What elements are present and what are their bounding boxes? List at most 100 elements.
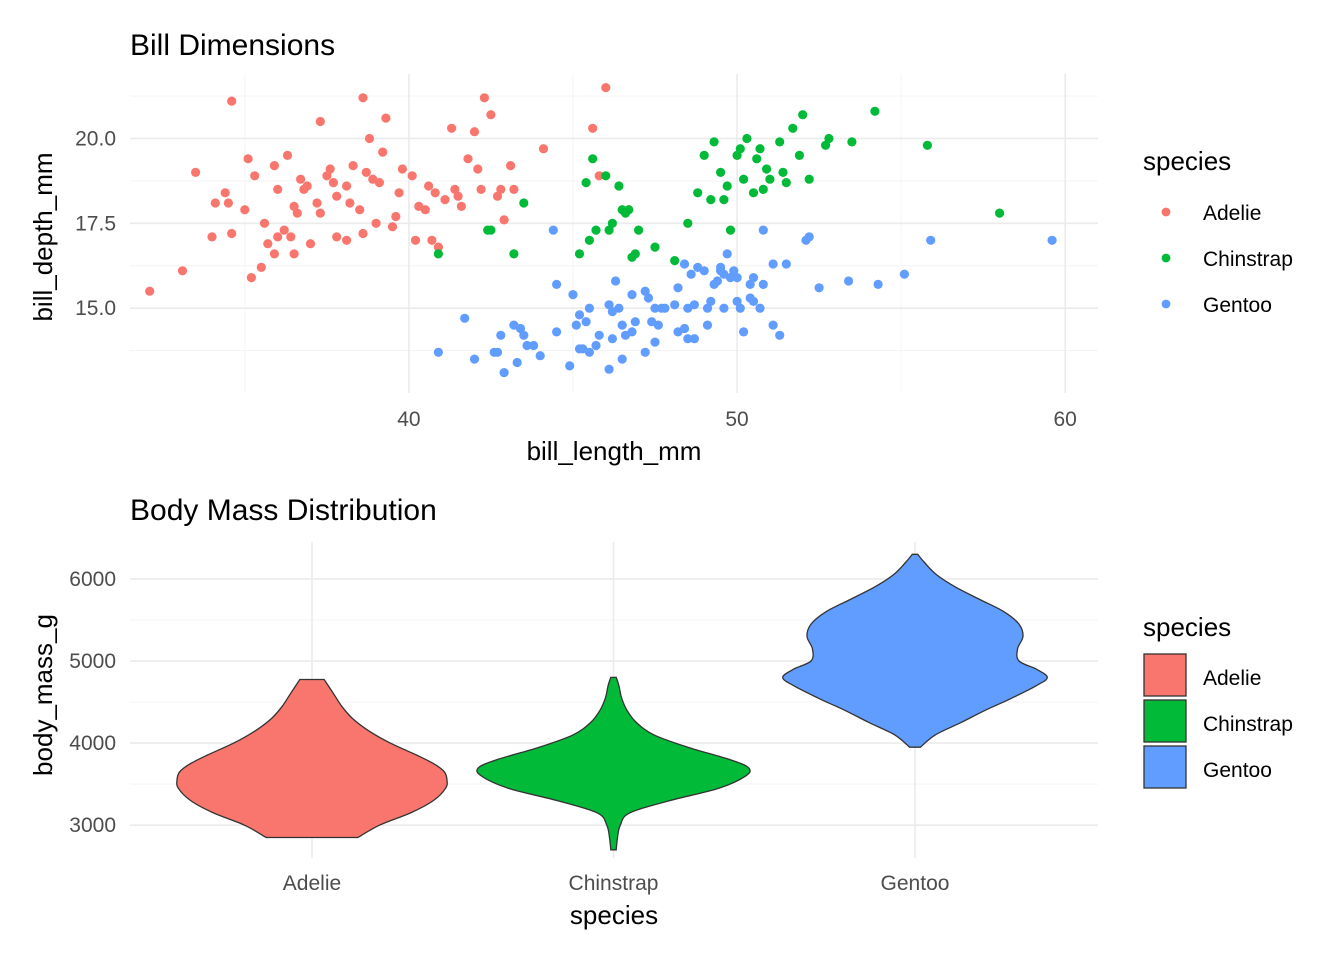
scatter-point-adelie [292, 208, 302, 218]
scatter-point-gentoo [706, 296, 716, 306]
scatter-point-adelie [145, 286, 155, 296]
scatter-point-chinstrap [607, 218, 618, 228]
scatter-point-chinstrap [781, 178, 791, 188]
scatter-point-gentoo [755, 303, 765, 313]
scatter-point-adelie [227, 96, 237, 106]
scatter-point-adelie [269, 161, 279, 171]
scatter-point-adelie [361, 167, 371, 177]
scatter-point-gentoo [627, 327, 637, 337]
scatter-point-adelie [473, 164, 483, 174]
scatter-point-gentoo [748, 273, 759, 283]
violin-y-tick-label: 5000 [69, 650, 116, 673]
scatter-point-gentoo [591, 340, 601, 351]
scatter-point-gentoo [460, 313, 470, 323]
scatter-point-gentoo [873, 279, 883, 289]
scatter-point-adelie [315, 208, 325, 218]
scatter-legend: species Adelie Chinstrap Gentoo [1143, 146, 1293, 317]
scatter-y-tick-label: 15.0 [75, 297, 116, 320]
scatter-point-chinstrap [748, 188, 759, 198]
scatter-point-chinstrap [821, 140, 831, 150]
scatter-point-chinstrap [798, 110, 808, 120]
scatter-point-chinstrap [995, 208, 1005, 218]
scatter-point-adelie [191, 167, 201, 177]
scatter-point-chinstrap [719, 195, 729, 205]
scatter-point-adelie [358, 228, 368, 239]
scatter-x-tick-label: 40 [397, 408, 420, 431]
scatter-point-chinstrap [788, 123, 798, 133]
scatter-point-chinstrap [755, 144, 765, 154]
scatter-point-adelie [273, 184, 283, 194]
scatter-point-adelie [424, 181, 434, 191]
scatter-point-gentoo [716, 262, 726, 272]
scatter-point-gentoo [748, 296, 759, 306]
violin-x-tick-label-gentoo: Gentoo [881, 872, 950, 895]
scatter-point-gentoo [607, 334, 618, 344]
scatter-point-adelie [243, 154, 253, 164]
scatter-point-gentoo [702, 320, 713, 330]
scatter-point-gentoo [702, 303, 713, 313]
scatter-point-gentoo [604, 300, 614, 310]
scatter-point-gentoo [552, 327, 562, 337]
scatter-point-adelie [263, 239, 273, 249]
legend-key-adelie-point [1161, 207, 1171, 217]
scatter-y-tick-labels: 15.0 17.5 20.0 [75, 127, 116, 320]
scatter-point-gentoo [722, 249, 732, 259]
scatter-point-gentoo [650, 303, 660, 313]
scatter-point-adelie [476, 184, 486, 194]
scatter-point-chinstrap [778, 167, 788, 177]
scatter-x-axis-title: bill_length_mm [527, 436, 702, 466]
violin-legend-label-chinstrap: Chinstrap [1203, 713, 1293, 736]
scatter-point-gentoo [732, 273, 742, 283]
scatter-point-chinstrap [630, 249, 640, 259]
scatter-point-chinstrap [762, 164, 772, 174]
scatter-point-gentoo [679, 259, 690, 269]
scatter-point-gentoo [781, 259, 791, 269]
scatter-point-gentoo [529, 340, 539, 351]
scatter-point-gentoo [1047, 235, 1057, 245]
scatter-point-gentoo [630, 317, 640, 327]
scatter-point-gentoo [653, 320, 663, 330]
scatter-point-gentoo [814, 283, 824, 293]
scatter-point-adelie [289, 249, 299, 259]
scatter-point-chinstrap [693, 188, 703, 198]
violin-y-tick-labels: 3000 4000 5000 6000 [69, 568, 116, 837]
scatter-point-chinstrap [752, 154, 762, 164]
scatter-point-gentoo [614, 303, 624, 313]
scatter-point-adelie [407, 171, 417, 181]
scatter-point-chinstrap [847, 137, 857, 147]
scatter-point-gentoo [565, 361, 575, 371]
scatter-x-tick-label: 60 [1054, 408, 1077, 431]
scatter-point-adelie [286, 232, 296, 242]
scatter-point-adelie [509, 184, 519, 194]
scatter-point-chinstrap [601, 171, 611, 181]
scatter-point-adelie [305, 239, 316, 249]
scatter-point-adelie [420, 205, 430, 215]
violin-legend: species Adelie Chinstrap Gentoo [1143, 612, 1293, 789]
scatter-point-gentoo [604, 364, 614, 374]
scatter-point-gentoo [729, 266, 739, 276]
scatter-point-gentoo [515, 323, 526, 334]
violin-legend-label-gentoo: Gentoo [1203, 759, 1272, 782]
scatter-point-gentoo [574, 310, 585, 320]
scatter-point-adelie [227, 228, 237, 239]
scatter-point-adelie [256, 262, 266, 272]
scatter-point-gentoo [758, 279, 768, 289]
violin-legend-label-adelie: Adelie [1203, 667, 1261, 690]
legend-key-gentoo-point [1161, 299, 1171, 309]
scatter-point-adelie [440, 195, 450, 205]
scatter-point-gentoo [804, 232, 814, 242]
violin-x-tick-label-chinstrap: Chinstrap [569, 872, 659, 895]
scatter-point-adelie [463, 154, 473, 164]
scatter-point-gentoo [683, 334, 693, 344]
scatter-point-adelie [456, 201, 466, 211]
scatter-gridlines [130, 74, 1098, 393]
scatter-point-gentoo [758, 225, 768, 235]
scatter-point-gentoo [689, 334, 700, 344]
scatter-point-gentoo [519, 330, 529, 340]
scatter-point-gentoo [643, 293, 654, 303]
scatter-point-adelie [427, 235, 437, 245]
scatter-point-chinstrap [716, 167, 726, 177]
scatter-point-adelie [345, 198, 355, 208]
scatter-point-adelie [453, 191, 463, 201]
scatter-point-chinstrap [922, 140, 933, 150]
